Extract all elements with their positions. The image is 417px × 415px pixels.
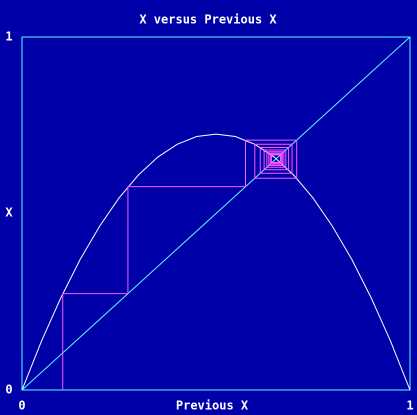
y-axis-label: X bbox=[5, 206, 13, 220]
series-line bbox=[21, 36, 411, 391]
series-line bbox=[21, 133, 411, 391]
x-axis-label: Previous X bbox=[176, 399, 249, 413]
series-line bbox=[62, 139, 298, 390]
chart-title: X versus Previous X bbox=[139, 13, 277, 27]
plot-frame bbox=[21, 36, 411, 391]
x-tick-label: 0 bbox=[18, 399, 25, 413]
y-tick-label: 1 bbox=[5, 30, 12, 44]
x-tick-label: 1 bbox=[406, 399, 413, 413]
y-tick-label: 0 bbox=[5, 383, 12, 397]
